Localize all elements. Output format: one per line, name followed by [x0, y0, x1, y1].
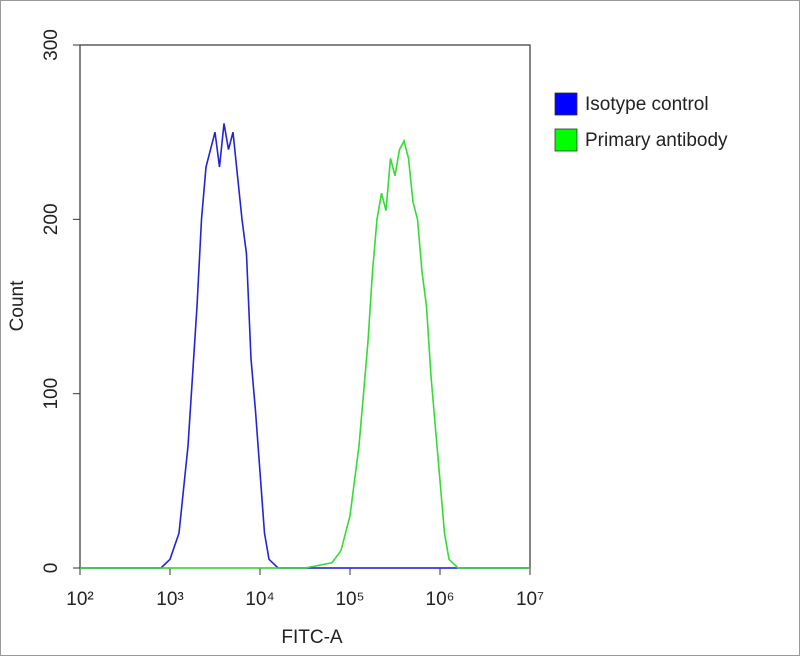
y-tick-label: 300 — [41, 29, 62, 61]
x-tick-label: 10⁷ — [516, 589, 544, 610]
plot-area — [79, 44, 531, 569]
x-tick-label: 10⁴ — [245, 589, 274, 610]
legend-swatch — [554, 92, 578, 116]
x-tick-label: 10⁵ — [335, 589, 364, 610]
x-axis-label: FITC-A — [281, 627, 343, 648]
y-axis-label: Count — [7, 280, 28, 331]
legend-label: Isotype control — [585, 94, 709, 115]
y-tick-label: 200 — [41, 203, 62, 235]
legend-label: Primary antibody — [585, 130, 728, 151]
y-tick-label: 100 — [41, 378, 62, 410]
histogram-line — [80, 123, 530, 569]
x-tick-label: 10² — [66, 589, 93, 610]
x-tick-label: 10⁶ — [426, 589, 455, 610]
y-tick-label: 0 — [41, 563, 62, 574]
x-tick-label: 10³ — [156, 589, 183, 610]
legend-swatch — [554, 128, 578, 152]
histogram-line — [80, 138, 530, 569]
